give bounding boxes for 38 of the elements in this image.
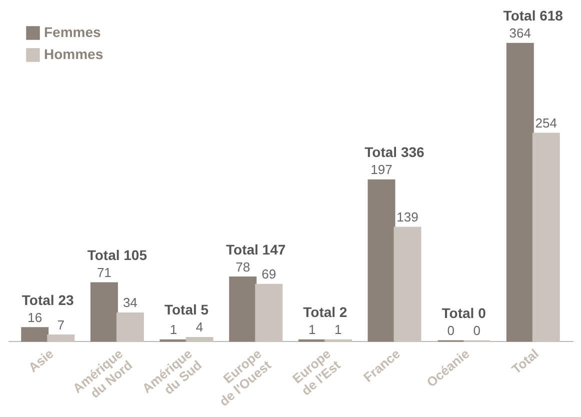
total-label: Total 147 — [226, 241, 286, 258]
data-label: 1 — [334, 322, 342, 338]
total-label: Total 23 — [22, 292, 74, 308]
data-label: 254 — [535, 116, 557, 131]
bar — [229, 276, 257, 342]
data-label: 78 — [236, 259, 250, 274]
bar — [21, 327, 49, 342]
data-label: 4 — [196, 320, 204, 335]
data-label: 71 — [96, 265, 112, 280]
data-label: 69 — [262, 266, 276, 282]
total-label: Total 105 — [87, 247, 148, 264]
bar — [186, 336, 214, 342]
bar — [90, 282, 118, 342]
bar — [368, 179, 396, 342]
bar — [47, 334, 75, 342]
data-label: 364 — [509, 26, 531, 41]
data-label: 139 — [396, 209, 418, 224]
data-label: 197 — [370, 162, 392, 178]
data-label: 0 — [473, 323, 480, 338]
total-label: Total 336 — [364, 144, 425, 160]
bar — [255, 284, 283, 342]
data-label: 1 — [308, 322, 316, 338]
legend-label: Hommes — [44, 46, 104, 62]
total-label: Total 618 — [503, 8, 564, 24]
bar — [394, 226, 422, 342]
bar — [116, 312, 144, 342]
data-label: 34 — [122, 295, 138, 310]
total-label: Total 5 — [164, 302, 209, 318]
bar — [506, 42, 534, 342]
data-label: 1 — [170, 322, 178, 338]
data-label: 16 — [28, 310, 42, 325]
data-label: 0 — [447, 323, 454, 338]
total-label: Total 0 — [442, 305, 486, 321]
total-label: Total 2 — [303, 304, 348, 320]
legend-label: Femmes — [44, 24, 102, 40]
x-tick-label: Asie — [26, 346, 56, 376]
bar — [532, 132, 560, 342]
data-label: 7 — [57, 317, 64, 332]
